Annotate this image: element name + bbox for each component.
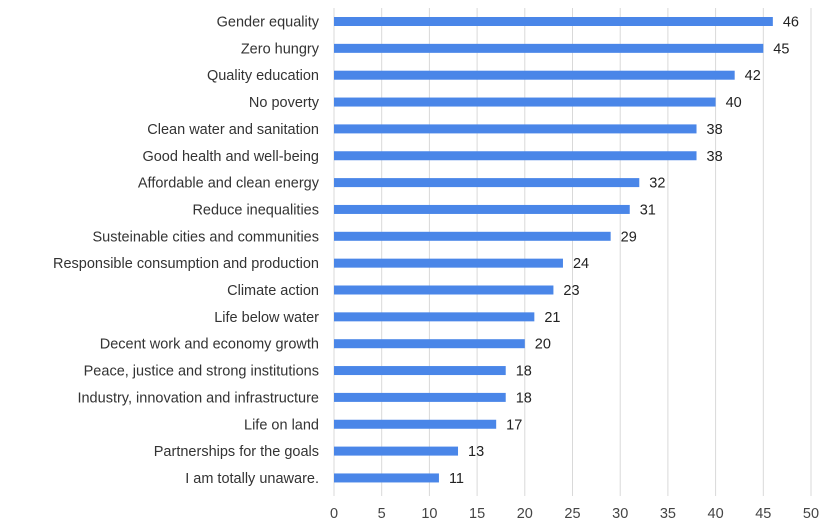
data-label: 11 (449, 471, 464, 487)
category-labels: Gender equality Zero hungry Quality educat… (53, 15, 320, 487)
bar (334, 392, 506, 402)
data-label: 18 (516, 364, 532, 380)
bar (334, 366, 506, 376)
bar (334, 419, 497, 429)
x-tick-label: 15 (469, 506, 485, 522)
bar (334, 446, 459, 456)
bar (334, 312, 535, 322)
data-label: 40 (726, 95, 742, 111)
category-label: Susteinable cities and communities (93, 229, 319, 245)
category-label: Clean water and sanitation (147, 122, 319, 138)
data-label: 17 (506, 417, 522, 433)
x-tick-label: 45 (755, 506, 771, 522)
data-label: 29 (621, 229, 637, 245)
category-label: Industry, innovation and infrastructure (77, 390, 319, 406)
bar (334, 178, 640, 188)
category-label: Decent work and economy growth (100, 337, 319, 353)
bars (334, 17, 773, 483)
x-tick-label: 30 (612, 506, 628, 522)
x-tick-label: 35 (660, 506, 676, 522)
data-label: 46 (783, 15, 799, 31)
x-tick-label: 40 (708, 506, 724, 522)
data-label: 21 (544, 310, 560, 326)
gridlines (333, 8, 812, 496)
x-tick-label: 50 (803, 506, 819, 522)
category-label: Life below water (214, 310, 319, 326)
data-label: 42 (745, 68, 761, 84)
category-label: Responsible consumption and production (53, 256, 319, 272)
category-label: Partnerships for the goals (154, 444, 319, 460)
category-label: I am totally unaware. (185, 471, 319, 487)
category-label: Good health and well-being (142, 149, 319, 165)
data-label: 20 (535, 337, 551, 353)
bar (334, 231, 611, 241)
x-tick-label: 25 (564, 506, 580, 522)
bar (334, 473, 439, 483)
bar (334, 151, 697, 161)
category-label: Zero hungry (241, 41, 320, 57)
data-label: 13 (468, 444, 484, 460)
data-label: 23 (563, 283, 579, 299)
bar (334, 43, 764, 53)
category-label: Gender equality (217, 15, 320, 31)
data-label: 18 (516, 390, 532, 406)
data-label: 31 (640, 202, 656, 218)
category-label: Climate action (227, 283, 319, 299)
bar (334, 97, 716, 107)
category-label: No poverty (249, 95, 320, 111)
bar (334, 17, 773, 26)
bar (334, 285, 554, 295)
x-tick-label: 10 (421, 506, 437, 522)
data-label: 38 (707, 149, 723, 165)
category-label: Life on land (244, 417, 319, 433)
data-label: 45 (773, 41, 789, 57)
x-axis-tick-labels: 0 5 10 15 20 25 30 35 40 45 50 (330, 506, 819, 522)
bar (334, 124, 697, 134)
category-label: Quality education (207, 68, 319, 84)
x-tick-label: 0 (330, 506, 338, 522)
data-label: 32 (649, 176, 665, 192)
category-label: Reduce inequalities (192, 202, 319, 218)
bar (334, 258, 563, 268)
bar (334, 339, 525, 349)
category-label: Affordable and clean energy (138, 176, 320, 192)
category-label: Peace, justice and strong institutions (84, 364, 319, 380)
x-tick-label: 20 (517, 506, 533, 522)
bar (334, 204, 630, 214)
data-label: 38 (707, 122, 723, 138)
x-tick-label: 5 (378, 506, 386, 522)
bar (334, 70, 735, 80)
data-label: 24 (573, 256, 589, 272)
